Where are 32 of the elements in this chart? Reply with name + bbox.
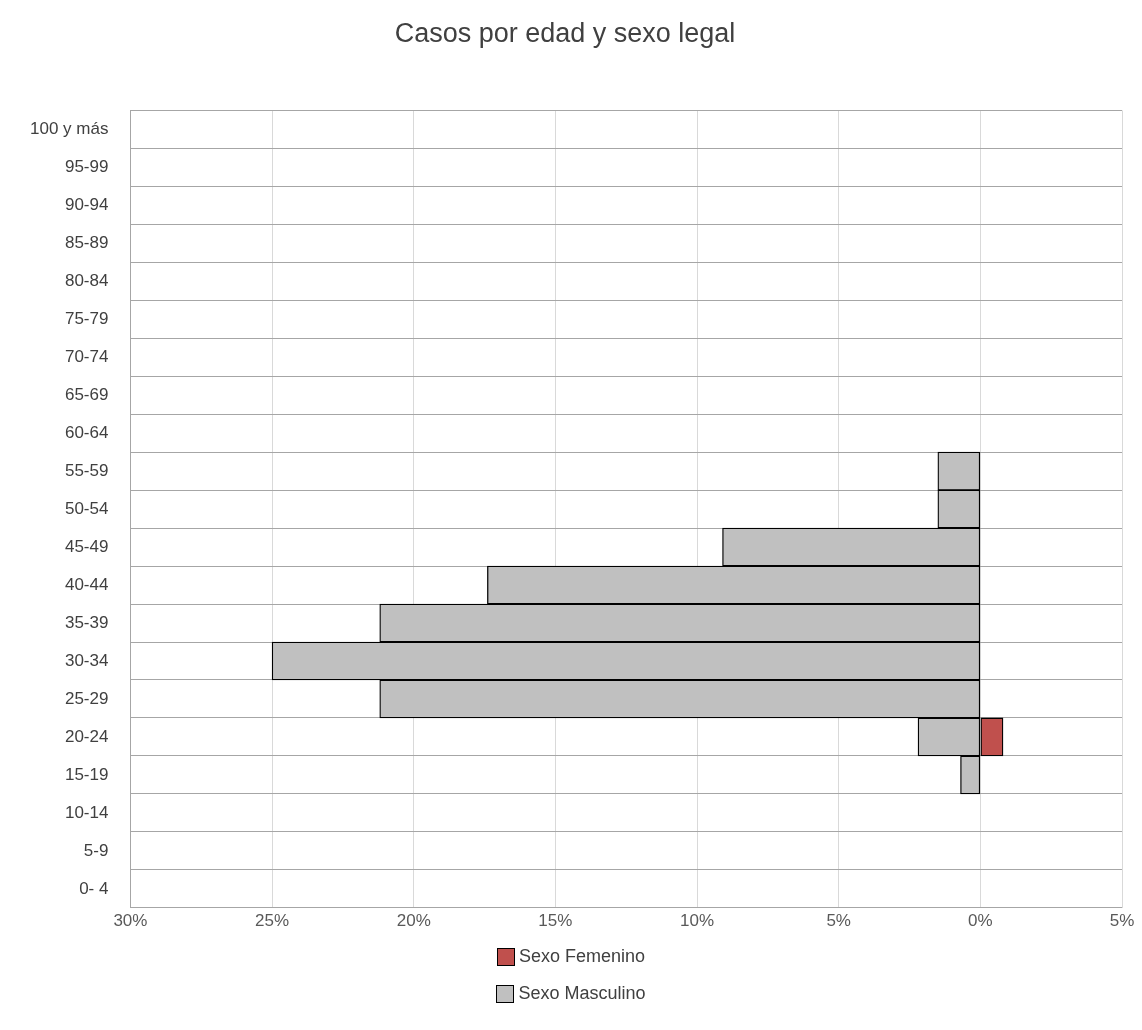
y-tick-label: 55-59 <box>64 460 109 480</box>
y-tick-label: 85-89 <box>64 232 109 252</box>
y-tick-label: 15-19 <box>64 764 109 784</box>
y-tick-label: 65-69 <box>64 384 109 404</box>
y-tick-label: 10-14 <box>64 802 109 822</box>
y-tick-label: 80-84 <box>64 270 109 290</box>
y-tick-label: 60-64 <box>64 422 109 442</box>
x-tick-label: 5% <box>1109 910 1135 930</box>
y-tick-label: 95-99 <box>64 157 109 177</box>
y-tick-label: 45-49 <box>64 536 109 556</box>
chart-title: Casos por edad y sexo legal <box>394 17 736 48</box>
y-tick-label: 30-34 <box>64 650 109 670</box>
y-tick-label: 70-74 <box>64 346 109 366</box>
y-tick-label: 35-39 <box>64 612 109 632</box>
x-tick-label: 30% <box>113 910 148 930</box>
y-tick-label: 75-79 <box>64 308 109 328</box>
x-tick-label: 5% <box>826 910 851 930</box>
y-tick-label: 5-9 <box>83 840 109 860</box>
y-tick-label: 50-54 <box>64 498 109 518</box>
y-tick-label: 20-24 <box>64 726 109 746</box>
x-tick-label: 25% <box>255 910 290 930</box>
y-tick-label: 25-29 <box>64 688 109 708</box>
y-tick-label: 0- 4 <box>79 878 109 898</box>
x-tick-label: 10% <box>680 910 715 930</box>
x-tick-label: 20% <box>396 910 431 930</box>
x-tick-label: 0% <box>968 910 993 930</box>
y-tick-label: 90-94 <box>64 195 109 215</box>
legend-label: Sexo Femenino <box>518 946 646 967</box>
y-tick-label: 100 y más <box>29 119 109 139</box>
y-tick-label: 40-44 <box>64 574 109 594</box>
x-tick-label: 15% <box>538 910 573 930</box>
legend-label: Sexo Masculino <box>518 983 646 1004</box>
